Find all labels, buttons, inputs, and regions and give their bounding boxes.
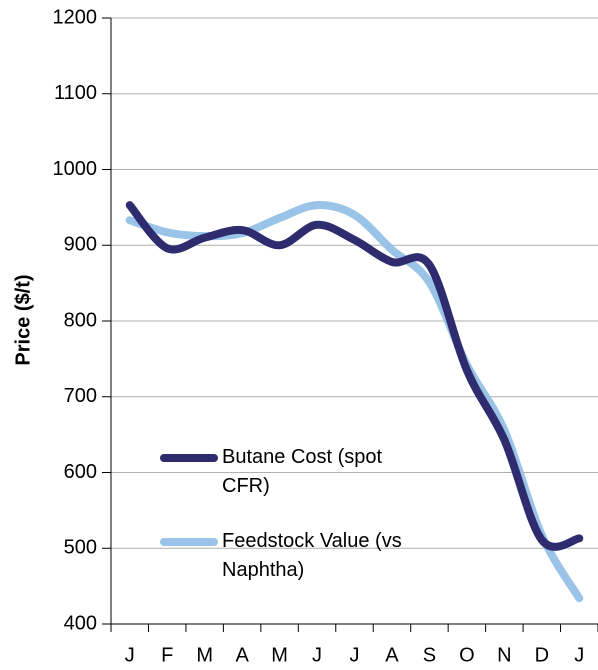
y-tick-label: 1000 [53,158,98,180]
x-tick-label: N [497,644,511,666]
y-tick-label: 400 [64,612,97,634]
legend-label: Butane Cost (spot CFR) [222,446,383,497]
y-tick-label: 600 [64,461,97,483]
legend-label: Feedstock Value (vs Naphtha) [222,530,402,581]
y-tick-label: 700 [64,385,97,407]
y-tick-label: 1200 [53,6,98,28]
y-tick-label: 1100 [54,82,97,104]
line-series [125,201,584,551]
x-tick-label: F [161,644,173,666]
y-axis-label: Price ($/t) [12,274,34,365]
x-tick-label: M [271,644,288,666]
y-tick-label: 500 [64,537,97,559]
x-tick-label: J [350,644,360,666]
y-tick-label: 900 [64,234,97,256]
x-tick-label: J [125,644,135,666]
x-tick-label: J [574,644,584,666]
x-tick-label: S [423,644,436,666]
x-tick-label: M [196,644,213,666]
x-tick-label: O [459,644,475,666]
x-tick-label: A [235,644,249,666]
x-tick-label: D [535,644,549,666]
y-tick-label: 800 [64,309,97,331]
x-tick-label: A [385,644,399,666]
x-tick-label: J [312,644,322,666]
